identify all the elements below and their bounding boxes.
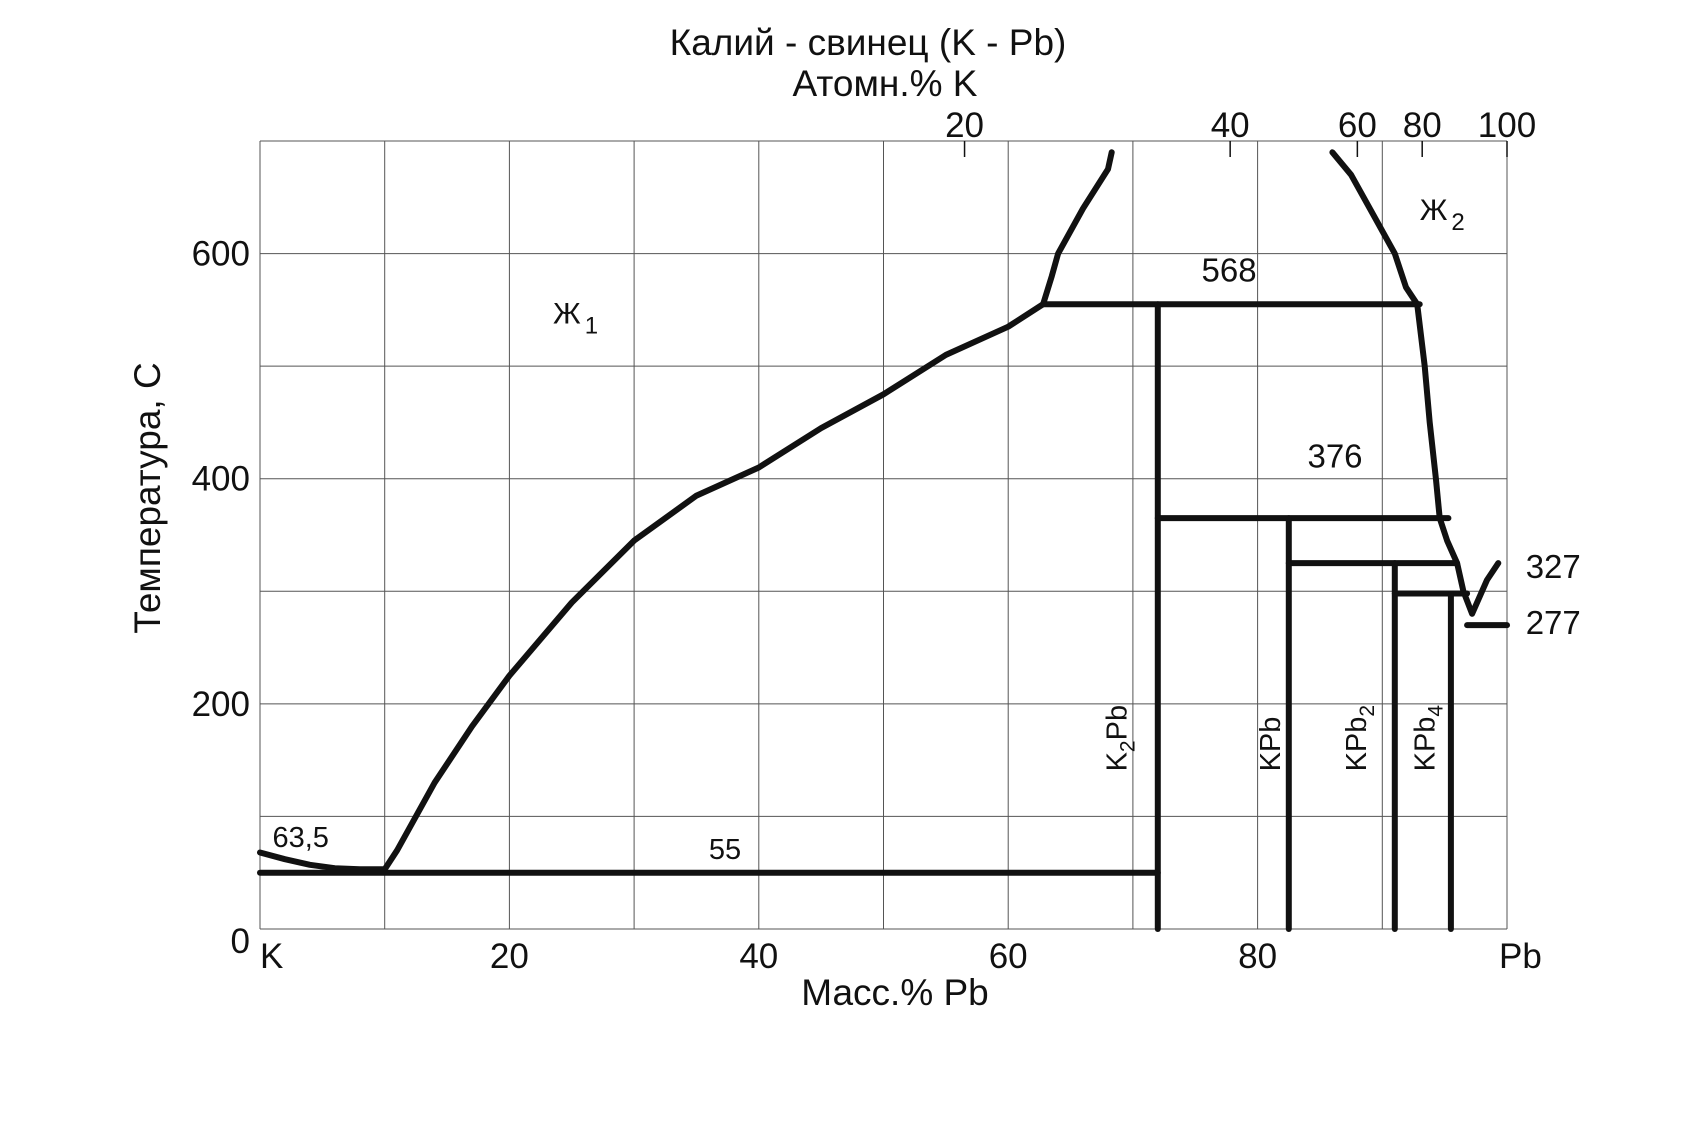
temperature-annotation: 376 xyxy=(1307,437,1362,474)
top-axis-tick-label: 80 xyxy=(1403,106,1442,145)
temperature-annotation: 63,5 xyxy=(272,822,328,854)
labels: Калий - свинец (K - Pb) Атомн.% K Масс.%… xyxy=(127,22,1581,1013)
phase-boundaries xyxy=(257,149,1510,932)
phase-boundary-line xyxy=(1040,149,1115,308)
temperature-annotation: 277 xyxy=(1526,604,1581,641)
x-tick-label: 40 xyxy=(739,937,778,976)
compound-label: KPb4 xyxy=(1410,705,1448,772)
phase-boundary-line xyxy=(1329,149,1502,617)
top-axis-tick-label: 60 xyxy=(1338,106,1377,145)
y-axis-label: Температура, С xyxy=(127,362,168,633)
x-tick-label: 20 xyxy=(490,937,529,976)
compound-label: KPb2 xyxy=(1341,705,1379,772)
x-tick-label: 60 xyxy=(989,937,1028,976)
top-axis-label: Атомн.% K xyxy=(793,63,978,104)
y-tick-label: 600 xyxy=(192,235,250,274)
compound-label: KPb xyxy=(1255,717,1287,772)
compound-label: K2Pb xyxy=(1102,705,1140,772)
temperature-annotation: 55 xyxy=(709,834,741,866)
x-tick-label: K xyxy=(260,937,283,976)
x-tick-label: Pb xyxy=(1499,937,1542,976)
top-axis-tick-label: 20 xyxy=(945,106,984,145)
top-axis-tick-label: 40 xyxy=(1211,106,1250,145)
temperature-annotation: 327 xyxy=(1526,548,1581,585)
y-tick-label: 400 xyxy=(192,460,250,499)
top-axis-tick-label: 100 xyxy=(1478,106,1536,145)
phase-boundary-line xyxy=(257,301,1047,873)
y-tick-label: 200 xyxy=(192,685,250,724)
x-tick-label: 80 xyxy=(1238,937,1277,976)
chart-title: Калий - свинец (K - Pb) xyxy=(670,22,1067,63)
y-tick-label: 0 xyxy=(231,922,250,961)
temperature-annotation: 568 xyxy=(1201,252,1256,289)
x-axis-label: Масс.% Pb xyxy=(801,972,989,1013)
grid xyxy=(259,140,1508,930)
